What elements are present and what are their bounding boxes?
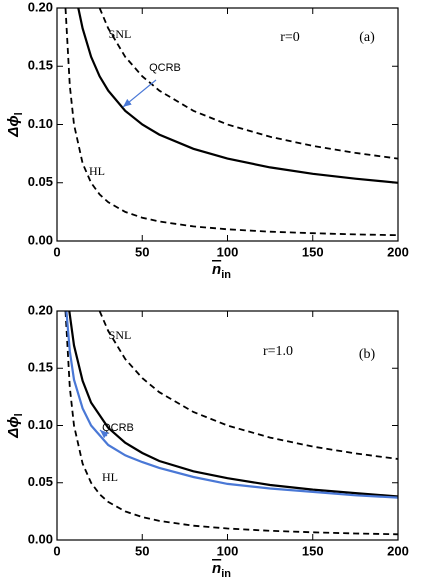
annotation-arrow xyxy=(99,429,109,439)
curve xyxy=(98,7,399,160)
y-label-sub: l xyxy=(13,413,25,416)
y-tick-label: 0.20 xyxy=(28,0,53,14)
curve xyxy=(77,7,399,184)
x-tick-label: 150 xyxy=(302,543,324,558)
y-label-sub: l xyxy=(13,112,25,115)
param-label: r=1.0 xyxy=(263,344,293,359)
curve-label: HL xyxy=(89,164,105,178)
curve xyxy=(98,310,399,460)
y-tick-label: 0.10 xyxy=(28,116,53,131)
x-tick-label: 50 xyxy=(135,244,149,259)
x-tick-label: 200 xyxy=(387,244,409,259)
annotation-arrow xyxy=(122,79,157,108)
curve-label: HL xyxy=(102,470,118,484)
curve-label: SNL xyxy=(109,27,132,41)
plot-frame xyxy=(56,7,399,242)
curve-label: QCRB xyxy=(149,62,181,74)
y-axis-label: Δϕl xyxy=(5,413,25,439)
curve xyxy=(68,310,399,498)
curve-label: SNL xyxy=(109,328,132,342)
x-label-main: n xyxy=(212,560,221,577)
x-label-main: n xyxy=(212,261,221,278)
x-tick-label: 0 xyxy=(53,244,60,259)
curve xyxy=(65,310,399,499)
y-axis-label: Δϕl xyxy=(5,112,25,138)
x-tick-label: 50 xyxy=(135,543,149,558)
plot-frame xyxy=(56,310,399,541)
y-label-main: Δϕ xyxy=(5,115,22,137)
panel-label: (a) xyxy=(359,30,375,45)
y-tick-label: 0.05 xyxy=(28,174,53,189)
y-tick-label: 0.15 xyxy=(28,360,53,375)
y-tick-label: 0.00 xyxy=(28,232,53,247)
y-tick-label: 0.15 xyxy=(28,58,53,73)
x-tick-label: 100 xyxy=(217,543,239,558)
x-tick-label: 150 xyxy=(302,244,324,259)
y-label-main: Δϕ xyxy=(5,416,22,438)
y-tick-label: 0.10 xyxy=(28,417,53,432)
panel-label: (b) xyxy=(359,347,376,362)
y-tick-label: 0.20 xyxy=(28,302,53,317)
y-tick-label: 0.00 xyxy=(28,531,53,546)
x-axis-label: nin xyxy=(212,261,231,281)
x-label-sub: in xyxy=(221,568,231,580)
x-label-sub: in xyxy=(221,269,231,281)
x-axis-label: nin xyxy=(212,560,231,580)
curve-label: QCRB xyxy=(102,422,134,434)
x-tick-label: 100 xyxy=(217,244,239,259)
x-tick-label: 200 xyxy=(387,543,409,558)
curve xyxy=(64,7,399,237)
curve xyxy=(64,310,399,536)
param-label: r=0 xyxy=(280,30,300,45)
x-tick-label: 0 xyxy=(53,543,60,558)
y-tick-label: 0.05 xyxy=(28,474,53,489)
